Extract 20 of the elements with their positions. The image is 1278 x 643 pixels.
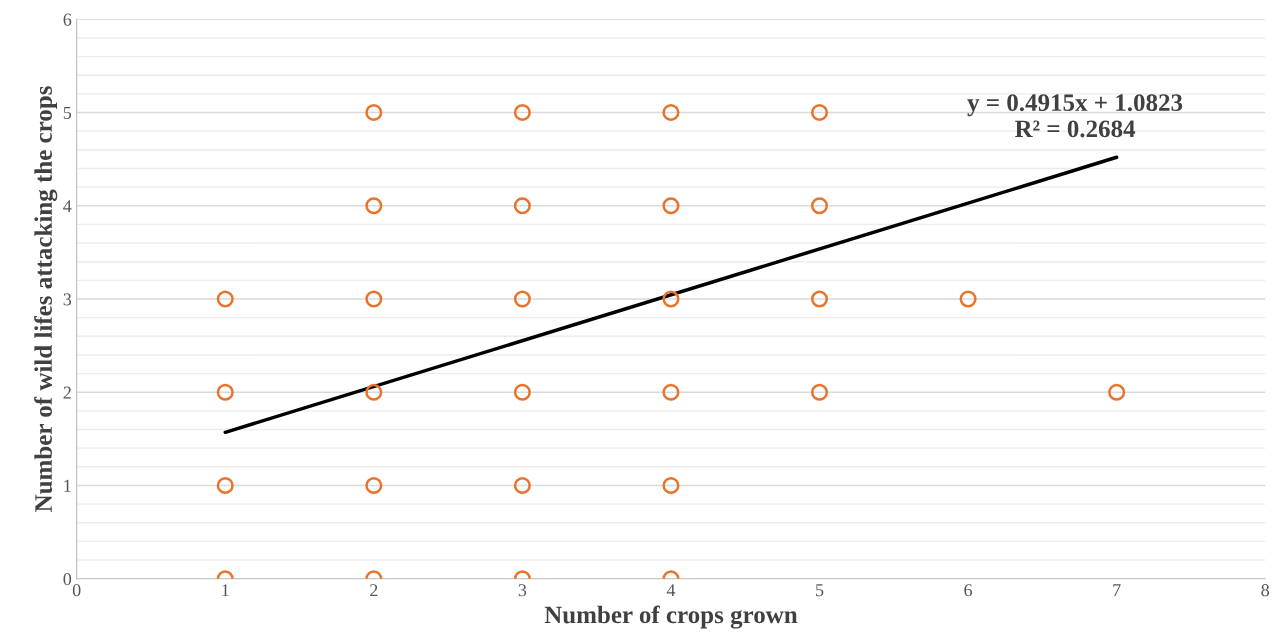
y-tick-label: 2: [63, 386, 71, 399]
x-tick-label: 8: [1261, 584, 1270, 597]
x-tick-label: 2: [370, 584, 378, 597]
y-tick-label: 1: [64, 479, 71, 492]
x-tick-label: 4: [666, 584, 676, 597]
x-tick-label: 5: [816, 584, 824, 597]
x-tick-label: 1: [222, 584, 229, 597]
x-tick-label: 0: [72, 584, 81, 597]
y-tick-label: 0: [63, 572, 72, 586]
y-tick-label: 6: [63, 13, 72, 26]
x-axis-title: Number of crops grown: [544, 605, 798, 629]
annotation: y = 0.4915x + 1.0823: [967, 94, 1183, 117]
x-tick-label: 3: [518, 584, 527, 597]
y-axis-title: Number of wild lifes attacking the crops: [34, 86, 58, 512]
x-tick-label: 6: [964, 584, 973, 597]
y-tick-label: 3: [63, 293, 72, 306]
x-tick-label: 7: [1113, 584, 1121, 597]
annotation: R² = 0.2684: [1014, 120, 1136, 138]
y-tick-label: 5: [63, 106, 72, 119]
y-tick-label: 4: [63, 200, 72, 213]
